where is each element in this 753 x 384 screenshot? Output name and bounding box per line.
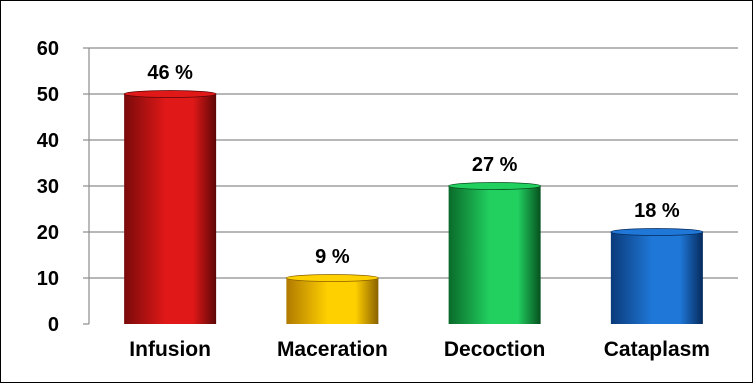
data-label: 46 % [147,62,193,84]
y-tick-label: 40 [37,130,59,152]
x-category-label: Infusion [129,338,211,361]
bar-body [124,94,217,324]
bar-body [448,186,541,324]
bar-decoction [448,182,542,324]
x-category-label: Decoction [444,338,546,361]
bar-infusion [123,90,217,324]
bar-cap [610,228,704,236]
y-tick-label: 60 [37,38,59,60]
bars: 46 % 9 % 27 % 18 % [123,62,704,324]
bar-body [286,278,379,324]
y-axis: 0 10 20 30 40 50 60 [37,38,90,336]
data-label: 9 % [315,246,350,268]
data-label: 27 % [472,154,518,176]
bar-cataplasm [610,228,704,324]
bar-maceration [285,274,379,324]
y-tick-label: 20 [37,222,59,244]
data-label: 18 % [634,200,680,222]
x-category-label: Maceration [277,338,388,361]
y-tick-label: 50 [37,84,59,106]
x-axis: Infusion Maceration Decoction Cataplasm [129,338,710,361]
y-tick-label: 30 [37,176,59,198]
bar-cap [448,182,542,190]
bar-cap [123,90,217,98]
bar-body [610,232,703,324]
y-tick-label: 10 [37,268,59,290]
y-tick-label: 0 [48,314,59,336]
x-category-label: Cataplasm [604,338,710,361]
bar-cap [285,274,379,282]
